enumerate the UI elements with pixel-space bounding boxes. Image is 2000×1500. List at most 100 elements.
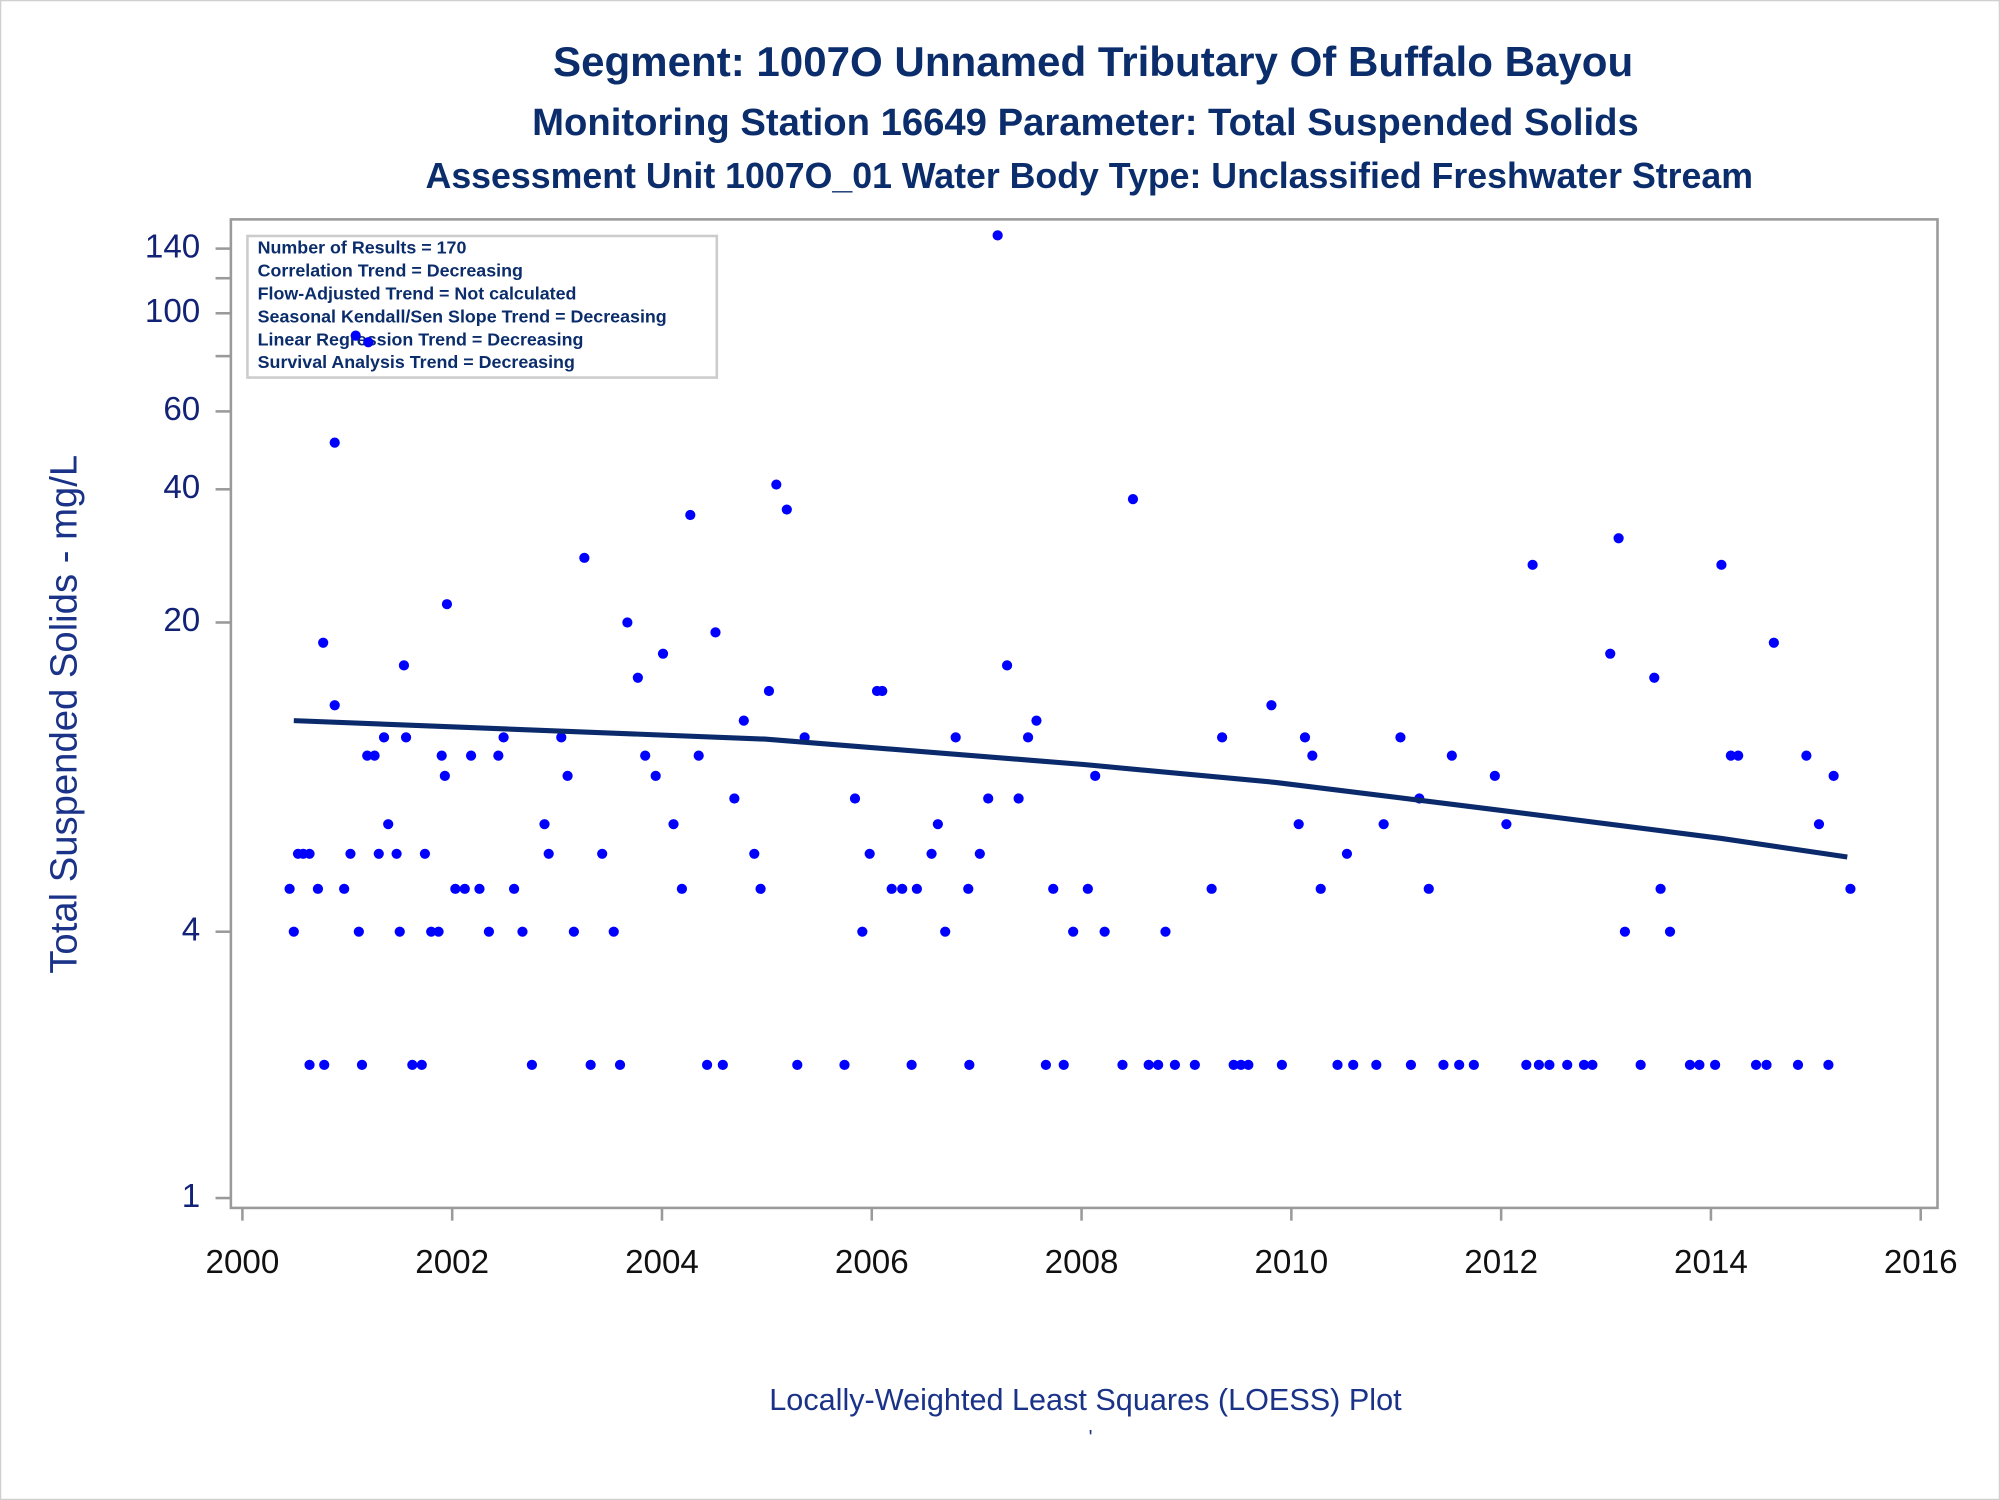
data-point (1117, 1059, 1128, 1070)
footnote-mark: ' (1089, 1427, 1093, 1449)
data-point (517, 926, 528, 937)
loess-line (293, 718, 1848, 860)
data-point (1127, 494, 1139, 505)
x-tick-label: 2016 (1884, 1244, 1958, 1281)
data-point (940, 926, 951, 937)
x-tick-label: 2006 (835, 1244, 909, 1281)
info-box (246, 234, 719, 379)
data-point (493, 750, 504, 761)
y-axis-label: Total Suspended Solids - mg/L (42, 455, 85, 974)
data-point (763, 685, 775, 697)
x-tick-label: 2000 (206, 1244, 280, 1281)
data-point (433, 926, 444, 937)
data-point (1438, 1059, 1449, 1070)
data-point (350, 330, 361, 341)
data-point (450, 883, 461, 894)
data-point (439, 770, 450, 782)
data-point (1405, 1059, 1417, 1070)
data-point (1562, 1059, 1573, 1070)
data-point (792, 1059, 803, 1070)
y-tick-label: 60 (163, 391, 200, 428)
data-point (1243, 1059, 1254, 1070)
data-point (864, 848, 875, 859)
data-point (886, 883, 897, 894)
data-point (1750, 1059, 1762, 1070)
data-point (1813, 819, 1825, 830)
data-point (657, 648, 669, 659)
data-point (1348, 1059, 1359, 1070)
data-point (1143, 1059, 1154, 1070)
chart-subtitle: Monitoring Station 16649 Parameter: Tota… (532, 101, 1639, 144)
data-point (543, 848, 554, 859)
data-point (1761, 1059, 1772, 1070)
footnote: Locally-Weighted Least Squares (LOESS) P… (769, 1383, 1402, 1417)
data-point (369, 750, 380, 761)
info-text: Seasonal Kendall/Sen Slope Trend = Decre… (258, 306, 667, 326)
data-point (345, 848, 356, 859)
data-point (407, 1059, 418, 1070)
data-point (1058, 1059, 1069, 1070)
data-point (640, 750, 651, 761)
data-point (622, 617, 633, 628)
data-point (556, 732, 567, 743)
data-point (1048, 883, 1059, 894)
data-point (1068, 926, 1079, 937)
data-point (1725, 750, 1736, 761)
y-tick-label: 40 (163, 469, 200, 506)
data-point (568, 926, 579, 937)
data-point (1341, 848, 1353, 859)
data-point (849, 793, 861, 804)
data-point (693, 750, 704, 761)
data-point (1378, 819, 1389, 830)
data-point (539, 819, 550, 830)
data-point (1635, 1059, 1646, 1070)
data-point (1828, 770, 1839, 782)
data-point (394, 926, 405, 937)
info-text: Flow-Adjusted Trend = Not calculated (258, 283, 577, 303)
data-point (839, 1059, 850, 1070)
data-point (857, 926, 868, 937)
data-point (356, 1059, 368, 1070)
data-point (304, 1059, 315, 1070)
y-tick-label: 100 (145, 293, 200, 330)
data-point (1533, 1059, 1545, 1070)
data-point (1684, 1059, 1696, 1070)
data-point (329, 700, 340, 711)
y-tick-label: 140 (145, 228, 200, 265)
x-tick-label: 2010 (1254, 1244, 1328, 1281)
data-point (1082, 883, 1093, 894)
info-text: Survival Analysis Trend = Decreasing (258, 352, 575, 372)
data-point (1605, 648, 1616, 659)
data-point (1371, 1059, 1382, 1070)
data-point (1235, 1059, 1247, 1070)
data-point (585, 1059, 596, 1070)
x-tick-label: 2012 (1464, 1244, 1538, 1281)
data-point (992, 230, 1003, 241)
data-point (339, 883, 350, 894)
data-point (597, 848, 608, 859)
data-point (1293, 819, 1304, 830)
data-point (419, 848, 431, 859)
data-point (1217, 732, 1228, 743)
data-point (1189, 1059, 1200, 1070)
data-point (383, 819, 394, 830)
data-point (474, 883, 485, 894)
data-point (526, 1059, 538, 1070)
data-point (911, 883, 922, 894)
data-point (329, 437, 340, 448)
data-point (1768, 637, 1779, 648)
data-point (632, 672, 643, 683)
data-point (1307, 750, 1318, 761)
data-point (1845, 883, 1856, 894)
data-point (906, 1059, 917, 1070)
data-point (676, 883, 688, 894)
data-point (1501, 819, 1512, 830)
data-point (1489, 770, 1500, 782)
data-point (1099, 926, 1110, 937)
data-point (1169, 1059, 1181, 1070)
data-point (373, 848, 384, 859)
data-point (319, 1059, 330, 1070)
data-point (1228, 1059, 1239, 1070)
data-point (1299, 732, 1311, 743)
